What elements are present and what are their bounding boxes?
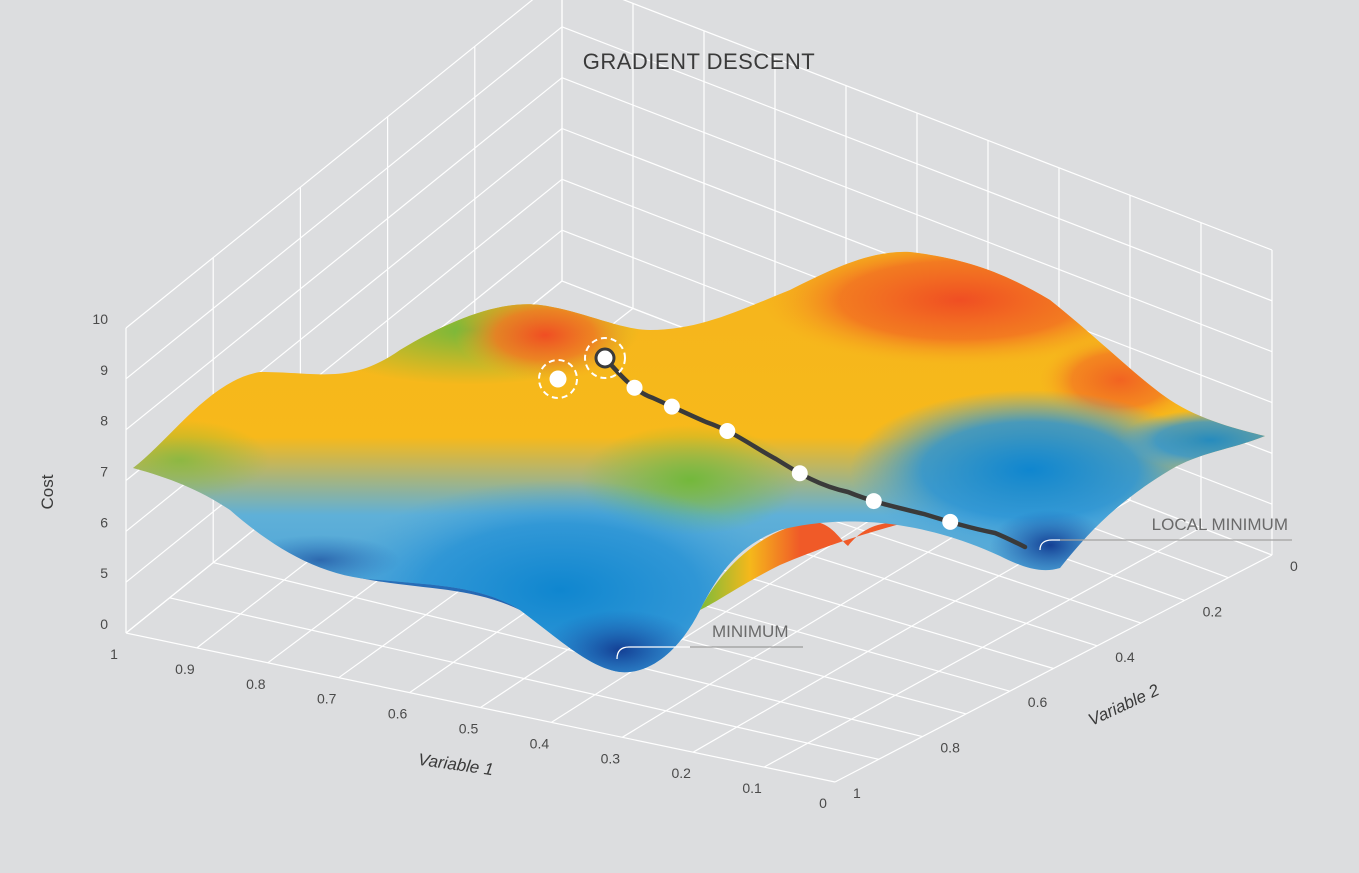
- alt-start-marker-ring: [538, 359, 578, 399]
- x-tick-label: 0.7: [317, 691, 337, 707]
- x-tick-label: 1: [110, 646, 118, 662]
- surface-fold-right: [700, 521, 900, 610]
- annotations: LOCAL MINIMUM MINIMUM: [616, 515, 1292, 660]
- descent-path-group: [538, 337, 1028, 550]
- x-axis-label: Variable 1: [417, 750, 495, 779]
- minimum-leader: [616, 646, 712, 660]
- z-tick-label: 0: [100, 616, 108, 632]
- z-tick-label: 9: [100, 362, 108, 378]
- descent-step-point: [626, 379, 643, 396]
- local-minimum-label: LOCAL MINIMUM: [1152, 515, 1288, 534]
- floor-grid-line: [125, 632, 836, 783]
- x-tick-label: 0.2: [671, 765, 691, 781]
- y-tick-label: 0.2: [1203, 603, 1223, 619]
- y-tick-label: 0.4: [1115, 649, 1135, 665]
- z-tick-label: 10: [92, 311, 108, 327]
- descent-step-point: [719, 422, 736, 439]
- wall-grid-line: [125, 26, 563, 380]
- z-tick-label: 7: [100, 464, 108, 480]
- y-axis-label: Variable 2: [1085, 680, 1162, 730]
- wall-grid-line: [125, 77, 563, 431]
- x-tick-label: 0.9: [175, 661, 195, 677]
- x-tick-label: 0.8: [246, 676, 266, 692]
- x-tick-label: 0.5: [459, 721, 479, 737]
- local-minimum-leader: [1039, 539, 1292, 551]
- cost-surface: [133, 251, 1265, 673]
- x-tick-label: 0: [819, 795, 827, 811]
- z-tick-label: 6: [100, 514, 108, 530]
- x-tick-label: 0.3: [601, 750, 621, 766]
- z-tick-label: 8: [100, 413, 108, 429]
- y-tick-label: 0: [1290, 558, 1298, 574]
- x-tick-label: 0.4: [530, 735, 550, 751]
- z-tick-label: 5: [100, 565, 108, 581]
- descent-step-point: [942, 513, 959, 530]
- descent-path: [602, 355, 1028, 550]
- start-marker-ring: [584, 337, 626, 379]
- z-axis-label: Cost: [38, 474, 57, 509]
- chart-title: GRADIENT DESCENT: [583, 49, 816, 74]
- y-tick-label: 0.6: [1028, 694, 1048, 710]
- descent-step-point: [594, 347, 616, 369]
- x-tick-label: 0.6: [388, 706, 408, 722]
- minimum-label: MINIMUM: [712, 622, 788, 641]
- floor-grid-line: [213, 562, 923, 738]
- floor-grid-line: [169, 597, 879, 760]
- y-tick-label: 0.8: [940, 740, 960, 756]
- alt-start-point: [549, 370, 567, 388]
- x-tick-label: 0.1: [742, 780, 762, 796]
- wall-grid-line: [125, 0, 534, 329]
- tick-labels: 0 5 6 7 8 9 10 1 0.9 0.8 0.7 0.6 0.5 0.4 0.3 0.2 0.1 0 0 0.…: [92, 311, 1298, 811]
- descent-step-point: [865, 493, 882, 510]
- y-tick-label: 1: [853, 785, 861, 801]
- descent-step-point: [663, 398, 680, 415]
- descent-step-point: [791, 465, 808, 482]
